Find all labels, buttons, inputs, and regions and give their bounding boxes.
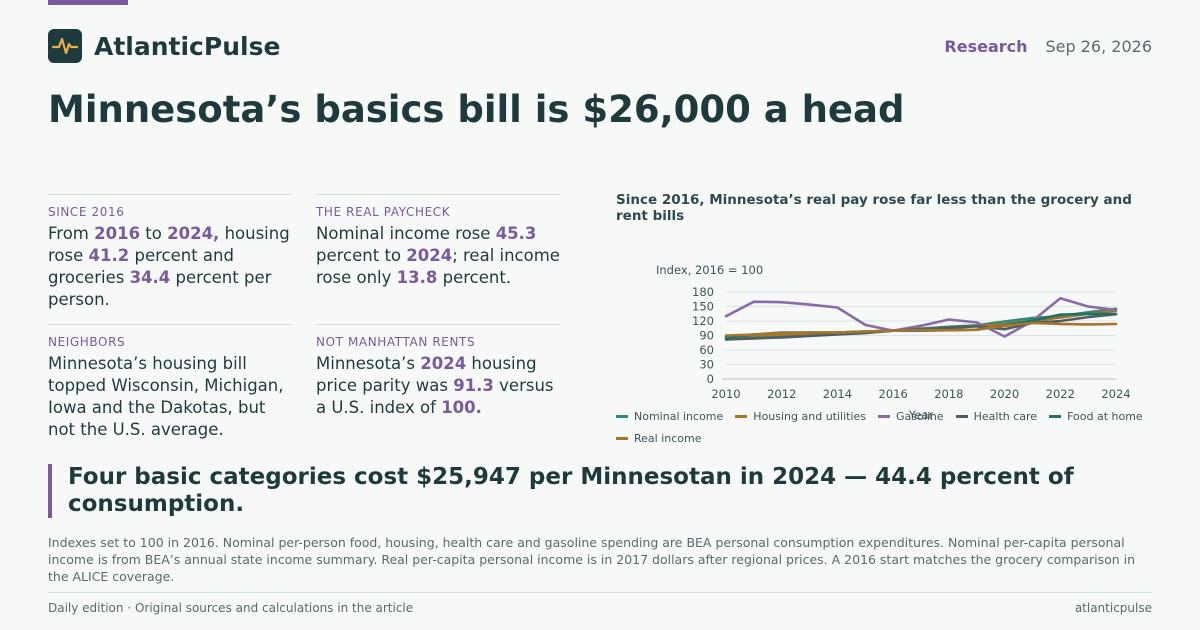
- text-run: Nominal income rose: [316, 224, 496, 243]
- legend-item: Health care: [955, 408, 1038, 424]
- legend-label: Nominal income: [634, 409, 724, 423]
- card-kicker: THE REAL PAYCHECK: [316, 205, 451, 219]
- text-run: housing price parity was: [316, 354, 537, 395]
- x-tick-label: 2020: [990, 387, 1019, 401]
- highlight-value: 91.3: [453, 376, 494, 395]
- text-run: percent and groceries: [48, 246, 234, 287]
- site-header: AtlanticPulse Research Sep 26, 2026: [48, 28, 1152, 64]
- series-line-5: [724, 321, 1118, 337]
- callout: Four basic categories cost $25,947 per M…: [48, 464, 1152, 518]
- publish-date: Sep 26, 2026: [1045, 36, 1153, 56]
- y-tick-label: 30: [699, 358, 714, 372]
- text-run: percent per person.: [48, 268, 272, 309]
- x-tick-label: 2024: [1101, 387, 1130, 401]
- y-tick-label: 150: [692, 300, 714, 314]
- fact-card: NOT MANHATTAN RENTS Minnesota’s 2024 hou…: [316, 324, 560, 454]
- text-run: versus a U.S. index of: [316, 376, 554, 417]
- series-line-2: [724, 297, 1118, 338]
- accent-bar: [48, 0, 128, 5]
- legend-item: Nominal income: [616, 408, 723, 424]
- text-run: Minnesota’s: [316, 354, 421, 373]
- legend-label: Real income: [634, 431, 702, 445]
- y-tick-label: 120: [692, 314, 714, 328]
- legend-label: Health care: [973, 409, 1038, 423]
- chart-legend: Nominal income Housing and utilities Gasol…: [616, 408, 1156, 446]
- y-tick-label: 0: [707, 372, 714, 386]
- x-tick-label: 2010: [711, 387, 740, 401]
- x-tick-label: 2022: [1046, 387, 1075, 401]
- y-tick-label: 90: [699, 329, 714, 343]
- legend-label: Gasoline: [896, 409, 944, 423]
- fact-card: THE REAL PAYCHECK Nominal income rose 45…: [316, 194, 560, 324]
- legend-item: Food at home: [1049, 408, 1143, 424]
- legend-label: Food at home: [1067, 409, 1143, 423]
- highlight-value: 45.3: [495, 224, 537, 243]
- page-title: Minnesota’s basics bill is $26,000 a hea…: [48, 88, 905, 131]
- y-tick-label: 60: [699, 343, 714, 357]
- brand[interactable]: AtlanticPulse: [48, 29, 280, 63]
- x-tick-label: 2018: [934, 387, 963, 401]
- section-link[interactable]: Research: [944, 36, 1028, 56]
- card-kicker: NEIGHBORS: [48, 335, 126, 349]
- legend-swatch: [955, 414, 968, 418]
- footer: Daily edition · Original sources and cal…: [48, 592, 1152, 615]
- text-run: housing rose: [48, 224, 290, 265]
- text-run: percent to: [316, 246, 407, 265]
- highlight-value: 2024,: [167, 224, 220, 243]
- highlight-value: 41.2: [88, 246, 130, 265]
- legend-swatch: [1049, 414, 1062, 418]
- text-run: From: [48, 224, 95, 243]
- legend-label: Housing and utilities: [753, 409, 867, 423]
- card-kicker: SINCE 2016: [48, 205, 125, 219]
- callout-text: Four basic categories cost $25,947 per M…: [68, 464, 1074, 517]
- fact-cards: SINCE 2016 From 2016 to 2024, housing ro…: [48, 194, 560, 454]
- y-axis-label: Index, 2016 = 100: [656, 263, 763, 277]
- legend-item: Gasoline: [878, 408, 944, 424]
- card-text: Minnesota’s housing bill topped Wisconsi…: [48, 353, 292, 441]
- highlight-value: 34.4: [129, 268, 171, 287]
- card-kicker: NOT MANHATTAN RENTS: [316, 335, 476, 349]
- card-text: Nominal income rose 45.3 percent to 2024…: [316, 223, 560, 289]
- text-run: percent.: [437, 268, 512, 287]
- pulse-icon: [48, 29, 82, 63]
- legend-swatch: [735, 414, 748, 418]
- y-tick-label: 180: [692, 285, 714, 299]
- footer-site[interactable]: atlanticpulse: [1074, 601, 1152, 615]
- legend-item: Housing and utilities: [735, 408, 866, 424]
- legend-swatch: [616, 414, 628, 418]
- card-text: From 2016 to 2024, housing rose 41.2 per…: [48, 223, 292, 311]
- highlight-value: 2024: [420, 354, 467, 373]
- chart-title: Since 2016, Minnesota’s real pay rose fa…: [616, 192, 1132, 224]
- text-run: to: [140, 224, 168, 243]
- fact-card: NEIGHBORS Minnesota’s housing bill toppe…: [48, 324, 292, 454]
- methodology-note: Indexes set to 100 in 2016. Nominal per-…: [48, 535, 1136, 584]
- highlight-value: 2016: [94, 224, 141, 243]
- highlight-value: 2024: [406, 246, 453, 265]
- header-meta: Research Sep 26, 2026: [944, 37, 1152, 56]
- x-tick-label: 2016: [879, 387, 908, 401]
- text-run: Minnesota’s housing bill topped Wisconsi…: [48, 354, 284, 439]
- chart: Since 2016, Minnesota’s real pay rose fa…: [616, 192, 1156, 452]
- highlight-value: 13.8: [396, 268, 438, 287]
- legend-swatch: [878, 414, 891, 418]
- text-run: ; real income rose only: [316, 246, 560, 287]
- card-text: Minnesota’s 2024 housing price parity wa…: [316, 353, 560, 419]
- brand-name: AtlanticPulse: [94, 31, 281, 61]
- legend-item: Real income: [616, 430, 702, 446]
- x-tick-label: 2012: [767, 387, 796, 401]
- footer-edition: Daily edition · Original sources and cal…: [48, 601, 414, 615]
- x-axis-label: Year: [908, 408, 934, 422]
- highlight-value: 100.: [441, 398, 482, 417]
- legend-swatch: [616, 436, 628, 440]
- x-tick-label: 2014: [823, 387, 852, 401]
- fact-card: SINCE 2016 From 2016 to 2024, housing ro…: [48, 194, 292, 324]
